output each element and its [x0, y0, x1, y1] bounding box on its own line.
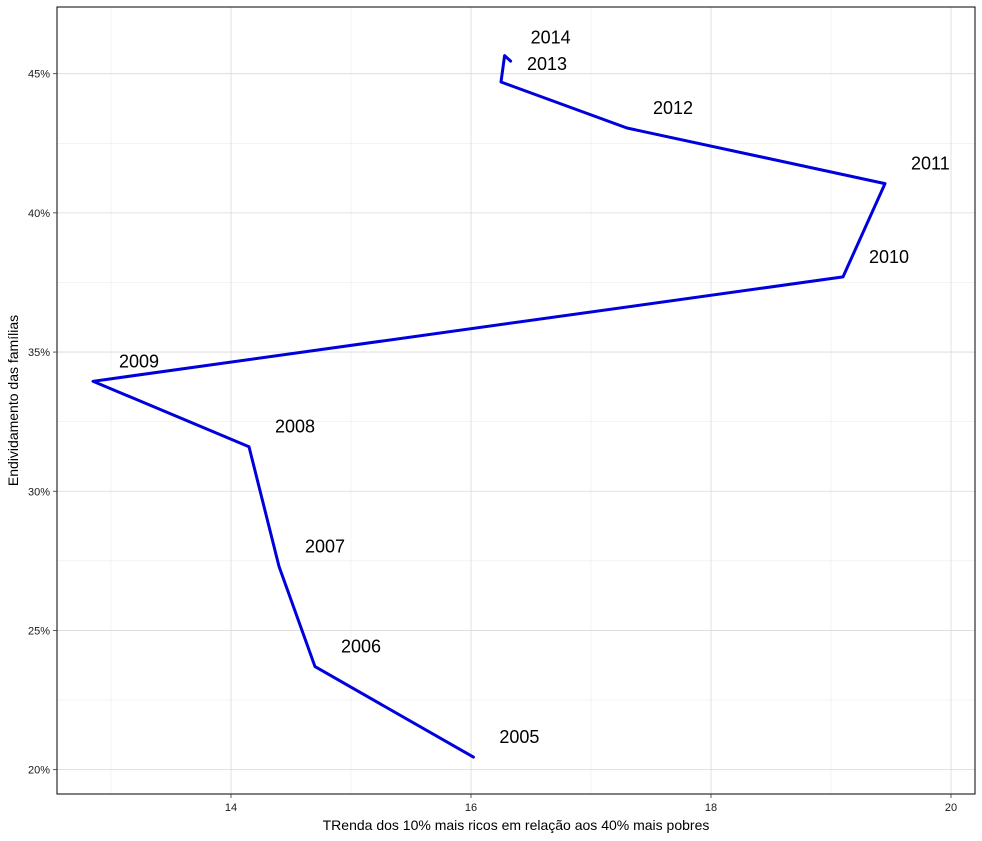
- panel-border: [56, 6, 976, 795]
- y-tick-label: 45%: [28, 69, 50, 81]
- x-tick-label: 20: [945, 802, 957, 814]
- point-label-2012: 2012: [653, 98, 693, 118]
- x-tick-label: 14: [225, 802, 237, 814]
- y-axis-title: Endividamento das famílias: [5, 315, 21, 486]
- series-line: [91, 54, 887, 759]
- y-axis: 20% 25% 30% 35% 40% 45%: [28, 69, 57, 777]
- minor-gridlines: [57, 7, 975, 794]
- x-tick-label: 18: [705, 802, 717, 814]
- point-label-2008: 2008: [275, 417, 315, 437]
- x-axis: 14 16 18 20: [225, 794, 957, 814]
- point-label-2014: 2014: [531, 28, 571, 48]
- y-tick-label: 30%: [28, 486, 50, 498]
- series-layer: [91, 54, 887, 759]
- point-label-2009: 2009: [119, 351, 159, 371]
- x-axis-title: TRenda dos 10% mais ricos em relação aos…: [323, 817, 710, 833]
- point-label-2011: 2011: [911, 154, 950, 174]
- point-label-2005: 2005: [499, 727, 539, 747]
- y-tick-label: 40%: [28, 208, 50, 220]
- x-tick-label: 16: [465, 802, 477, 814]
- point-labels: 2005 2006 2007 2008 2009 2010 2011 2012 2013 2014: [119, 28, 950, 748]
- point-label-2013: 2013: [527, 54, 567, 74]
- y-tick-label: 35%: [28, 347, 50, 359]
- point-label-2010: 2010: [869, 247, 909, 267]
- y-tick-label: 25%: [28, 625, 50, 637]
- major-gridlines: [57, 7, 975, 794]
- y-tick-label: 20%: [28, 765, 50, 777]
- point-label-2007: 2007: [305, 536, 345, 556]
- point-label-2006: 2006: [341, 637, 381, 657]
